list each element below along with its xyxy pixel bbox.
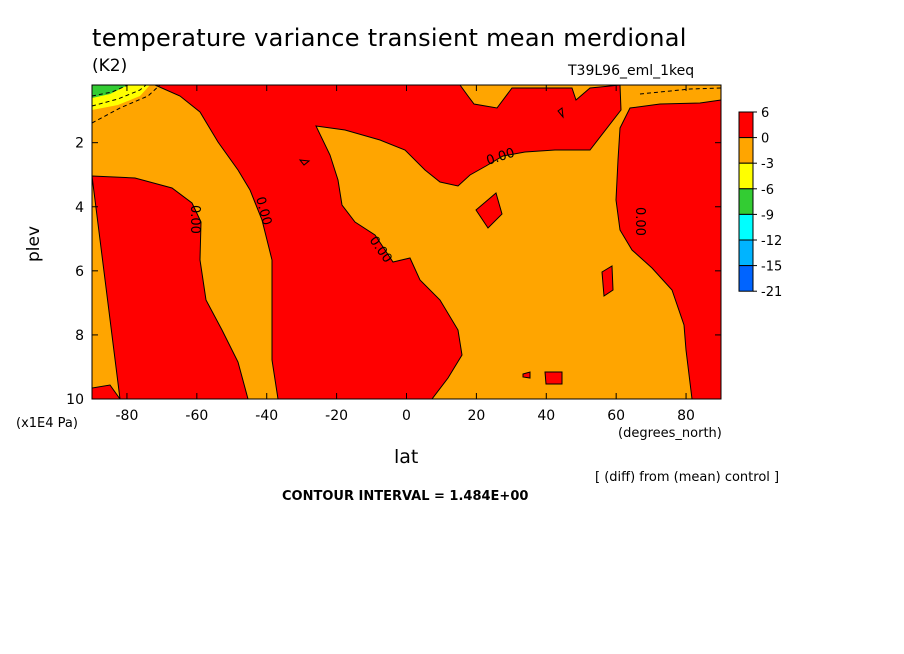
footnote: [ (diff) from (mean) control ] <box>595 470 780 485</box>
contour-label: 0.00 <box>632 207 647 236</box>
red-region-central <box>154 84 622 400</box>
colorbar-label: 6 <box>761 106 769 121</box>
colorbar: 6 0 -3 -6 -9 -12 -15 -21 <box>738 106 782 300</box>
contour-label: 0.00 <box>187 205 202 234</box>
colorbar-swatch <box>738 111 754 139</box>
colorbar-swatch <box>738 137 754 164</box>
run-label: T39L96_eml_1keq <box>568 63 695 79</box>
y-tick-label: 8 <box>75 328 84 344</box>
dashed-contour-1 <box>91 84 161 124</box>
y-tick-label: 10 <box>66 392 84 408</box>
red-island-3 <box>544 371 563 385</box>
colorbar-label: -21 <box>761 285 782 300</box>
positive-regions <box>91 84 722 400</box>
colorbar-swatch <box>738 239 754 267</box>
negative-region <box>91 84 722 124</box>
contour-label: 0.00 <box>252 195 274 227</box>
y-tick-label: 4 <box>75 200 84 216</box>
colorbar-swatch <box>738 162 754 190</box>
dashed-contour-4 <box>639 87 722 95</box>
green-patch <box>92 85 128 98</box>
x-tick-label: 40 <box>537 408 555 424</box>
colorbar-label: 0 <box>761 132 769 147</box>
x-tick-label: -80 <box>116 408 139 424</box>
y-axis: 2 4 6 8 10 <box>66 136 721 408</box>
contour-interval: CONTOUR INTERVAL = 1.484E+00 <box>282 489 529 504</box>
colorbar-label: -12 <box>761 234 782 249</box>
colorbar-swatch <box>738 188 754 215</box>
x-tick-label: 20 <box>467 408 485 424</box>
x-tick-label: -20 <box>325 408 348 424</box>
red-island-6 <box>557 107 564 119</box>
red-region-south <box>91 175 249 400</box>
colorbar-label: -6 <box>761 183 774 198</box>
dashed-contour-2 <box>91 84 147 107</box>
colorbar-label: -15 <box>761 260 782 275</box>
chart-title: temperature variance transient mean merd… <box>92 24 687 52</box>
x-tick-label: 60 <box>607 408 625 424</box>
red-region-north <box>615 99 722 400</box>
chart-units: (K2) <box>92 56 128 76</box>
x-axis-label: lat <box>394 446 419 468</box>
y-tick-label: 2 <box>75 136 84 152</box>
x-tick-label: -60 <box>185 408 208 424</box>
y-tick-label: 6 <box>75 264 84 280</box>
colorbar-label: -9 <box>761 208 774 223</box>
red-island-2 <box>601 265 614 297</box>
colorbar-swatch <box>738 265 754 292</box>
red-island-5 <box>298 159 311 166</box>
red-island-1 <box>475 192 503 229</box>
x-tick-label: -40 <box>255 408 278 424</box>
colorbar-swatch <box>738 213 754 241</box>
x-axis-units: (degrees_north) <box>618 426 722 441</box>
x-tick-label: 0 <box>402 408 411 424</box>
x-tick-label: 80 <box>677 408 695 424</box>
y-axis-units: (x1E4 Pa) <box>16 416 78 431</box>
x-axis: -80 -60 -40 -20 0 20 40 60 80 <box>116 85 695 424</box>
colorbar-label: -3 <box>761 157 774 172</box>
red-island-4 <box>522 371 531 379</box>
